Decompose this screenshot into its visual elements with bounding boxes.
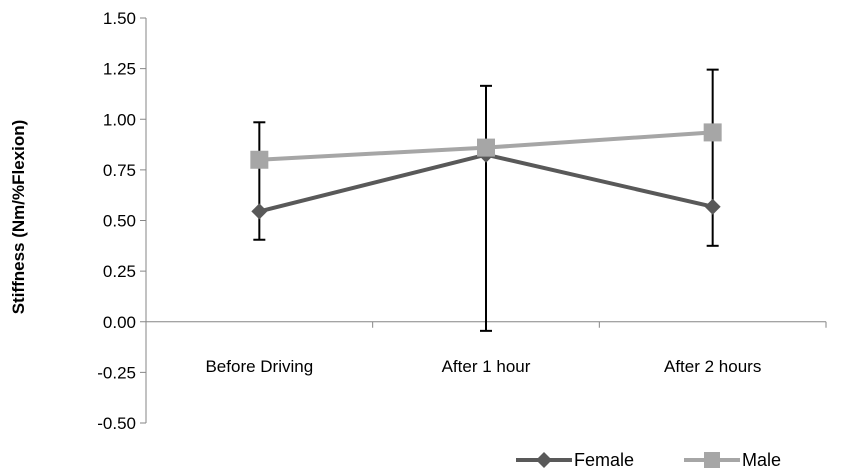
legend-marker-male: [704, 452, 720, 468]
marker-male: [703, 123, 722, 142]
legend: Female Male: [516, 450, 781, 470]
y-tick-label: 0.75: [103, 161, 136, 180]
marker-female: [704, 198, 721, 215]
legend-label-male: Male: [742, 450, 781, 470]
y-tick-label: 0.00: [103, 313, 136, 332]
marker-male: [250, 150, 269, 169]
legend-marker-female: [536, 452, 552, 468]
y-tick-label: 1.50: [103, 9, 136, 28]
x-tick-label: After 2 hours: [664, 357, 761, 376]
y-axis-label: Stiffness (Nm/%Flexion): [9, 120, 28, 315]
y-tick-label: 1.00: [103, 110, 136, 129]
legend-label-female: Female: [574, 450, 634, 470]
y-tick-label: -0.50: [97, 414, 136, 433]
y-tick-label: 0.50: [103, 212, 136, 231]
y-tick-label: 0.25: [103, 262, 136, 281]
error-bars: [253, 68, 719, 332]
x-axis-ticks: Before Driving After 1 hour After 2 hours: [205, 357, 761, 376]
x-tick-label: After 1 hour: [442, 357, 531, 376]
marker-male: [477, 138, 495, 157]
y-axis-ticks: 1.50 1.25 1.00 0.75 0.50 0.25 0.00 -0.25 -0.50: [97, 9, 146, 433]
marker-female: [251, 203, 268, 220]
y-tick-label: -0.25: [97, 363, 136, 382]
y-tick-label: 1.25: [103, 60, 136, 79]
series-markers: [250, 123, 722, 220]
x-tick-label: Before Driving: [205, 357, 313, 376]
